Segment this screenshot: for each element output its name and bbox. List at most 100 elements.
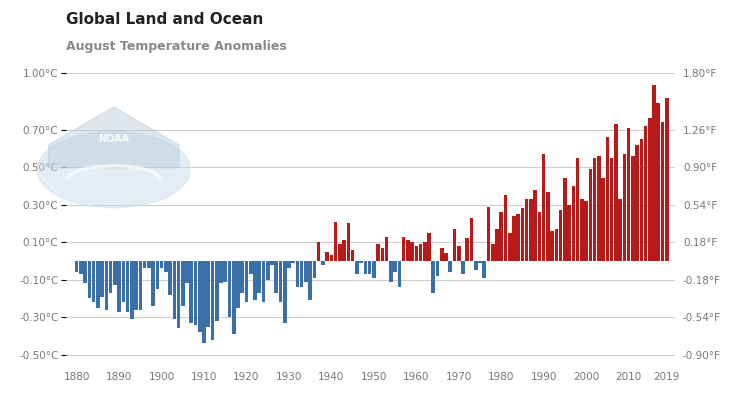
Bar: [537, 212, 541, 261]
Bar: [258, 261, 261, 293]
Bar: [304, 261, 308, 282]
PathPatch shape: [48, 107, 179, 168]
Bar: [576, 158, 579, 261]
Bar: [627, 128, 631, 261]
Bar: [270, 261, 274, 265]
Bar: [211, 261, 214, 340]
Bar: [325, 252, 329, 261]
Bar: [470, 218, 473, 261]
Bar: [346, 223, 350, 261]
Bar: [313, 261, 316, 278]
Bar: [635, 145, 639, 261]
Bar: [661, 122, 664, 261]
Bar: [151, 261, 155, 306]
Bar: [164, 261, 167, 272]
Bar: [134, 261, 138, 310]
Bar: [529, 199, 533, 261]
Bar: [546, 192, 550, 261]
Bar: [156, 261, 159, 289]
Bar: [448, 261, 452, 272]
Bar: [653, 85, 656, 261]
Bar: [410, 242, 414, 261]
Bar: [189, 261, 193, 323]
Bar: [308, 261, 312, 300]
Bar: [275, 261, 278, 293]
Text: August Temperature Anomalies: August Temperature Anomalies: [66, 40, 287, 53]
Bar: [597, 156, 600, 261]
Bar: [534, 190, 537, 261]
Bar: [75, 261, 79, 272]
Bar: [172, 261, 176, 319]
Bar: [461, 261, 465, 274]
Bar: [334, 222, 338, 261]
Bar: [279, 261, 283, 302]
Bar: [143, 261, 146, 268]
Bar: [550, 231, 554, 261]
Bar: [296, 261, 299, 287]
Bar: [393, 261, 397, 272]
Bar: [101, 261, 104, 296]
Bar: [465, 238, 469, 261]
Bar: [487, 206, 490, 261]
Bar: [389, 261, 393, 282]
Bar: [415, 246, 418, 261]
Bar: [241, 261, 244, 293]
Bar: [482, 261, 486, 278]
Bar: [555, 229, 559, 261]
Bar: [342, 240, 346, 261]
Bar: [236, 261, 240, 308]
Bar: [639, 139, 643, 261]
Bar: [321, 261, 324, 265]
Bar: [589, 169, 592, 261]
Bar: [385, 236, 388, 261]
Bar: [559, 210, 562, 261]
Bar: [117, 261, 121, 312]
Bar: [453, 229, 457, 261]
Bar: [401, 236, 405, 261]
Bar: [291, 261, 295, 263]
Bar: [567, 205, 571, 261]
Bar: [622, 154, 626, 261]
Bar: [618, 199, 622, 261]
Bar: [360, 261, 363, 263]
Bar: [512, 216, 516, 261]
Bar: [194, 261, 197, 325]
Bar: [177, 261, 181, 328]
Bar: [147, 261, 150, 268]
Bar: [606, 137, 609, 261]
Bar: [338, 244, 342, 261]
Text: Global Land and Ocean: Global Land and Ocean: [66, 12, 264, 27]
Bar: [219, 261, 223, 283]
Bar: [266, 261, 269, 280]
Bar: [419, 244, 422, 261]
Bar: [300, 261, 303, 287]
Bar: [168, 261, 172, 295]
Bar: [87, 261, 91, 298]
Bar: [287, 261, 291, 268]
Bar: [122, 261, 126, 302]
Bar: [181, 261, 185, 306]
Bar: [380, 248, 384, 261]
Bar: [614, 124, 617, 261]
Bar: [520, 208, 524, 261]
Bar: [198, 261, 202, 332]
Bar: [96, 261, 100, 308]
Bar: [508, 233, 512, 261]
Bar: [491, 244, 495, 261]
Bar: [185, 261, 189, 283]
Bar: [517, 214, 520, 261]
Bar: [84, 261, 87, 283]
Bar: [351, 250, 355, 261]
Bar: [542, 154, 545, 261]
Bar: [215, 261, 219, 321]
Bar: [355, 261, 359, 274]
Bar: [113, 261, 117, 285]
Bar: [406, 240, 410, 261]
Bar: [423, 242, 426, 261]
Bar: [525, 199, 528, 261]
Bar: [398, 261, 401, 287]
Bar: [317, 242, 321, 261]
Bar: [572, 186, 575, 261]
Bar: [593, 158, 597, 261]
Bar: [232, 261, 236, 334]
